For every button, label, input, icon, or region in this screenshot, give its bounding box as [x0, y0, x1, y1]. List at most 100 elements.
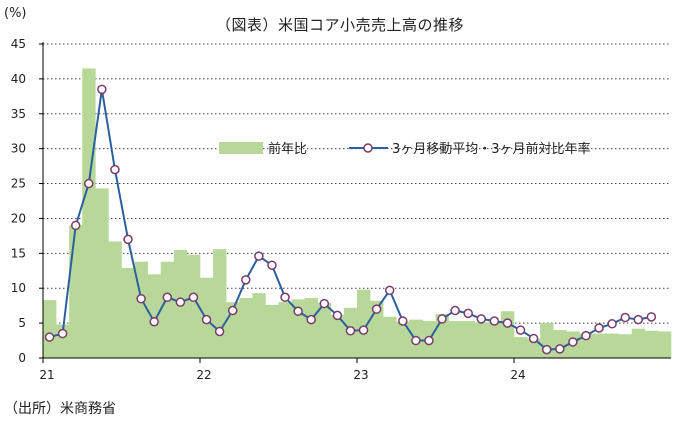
y-tick-label-35: 35 [11, 107, 26, 121]
line-point-2022-04 [241, 275, 251, 285]
line-point-2021-11 [175, 297, 186, 307]
bar-2024-10 [631, 328, 646, 358]
line-point-2023-09 [463, 308, 473, 319]
source-note: （出所）米商務省 [4, 401, 116, 417]
bar-2024-11 [644, 330, 659, 358]
bar-2021-10 [160, 261, 175, 358]
bar-2021-12 [186, 254, 201, 358]
tick-label-layer: 0 5 10 15 20 25 30 35 40 45 21 22 23 24 [11, 37, 526, 382]
bar-2024-08 [605, 333, 619, 358]
line-point-2023-02 [371, 304, 382, 314]
bar-2022-02 [213, 249, 227, 358]
line-point-2021-09 [149, 316, 159, 327]
line-point-2023-07 [437, 314, 447, 324]
bar-2021-05 [95, 188, 109, 358]
legend: 前年比 3ヶ月移動平均・3ヶ月前対比年率 [219, 141, 591, 157]
bar-2022-10 [317, 302, 332, 358]
line-point-2024-11 [646, 312, 657, 322]
line-point-2024-08 [607, 319, 617, 329]
x-tick-label-22: 22 [196, 368, 211, 382]
line-point-2021-06 [110, 164, 120, 175]
line-point-2022-05 [254, 251, 264, 261]
y-tick-label-20: 20 [11, 211, 26, 225]
bar-2023-12 [500, 311, 515, 358]
bar-layer [43, 68, 672, 358]
bar-2024-04 [553, 330, 567, 358]
line-point-2022-01 [201, 314, 212, 325]
line-point-2021-10 [162, 292, 173, 303]
bar-2024-07 [592, 333, 606, 358]
y-axis-unit-label: (%) [4, 6, 27, 21]
line-point-2023-05 [411, 335, 421, 346]
bar-2024-09 [618, 334, 633, 358]
line-point-2022-07 [280, 292, 290, 303]
x-tick-label-21: 21 [39, 368, 54, 382]
line-point-2021-04 [84, 178, 94, 189]
x-tick-label-24: 24 [510, 368, 525, 382]
y-tick-label-0: 0 [18, 351, 26, 365]
y-tick-label-25: 25 [11, 177, 26, 191]
line-point-2021-05 [97, 84, 107, 95]
legend-line-label: 3ヶ月移動平均・3ヶ月前対比年率 [392, 141, 591, 157]
legend-bar-label: 前年比 [268, 141, 307, 157]
line-layer [44, 84, 657, 355]
bar-2023-11 [487, 321, 502, 358]
line-point-2022-08 [293, 306, 303, 316]
line-point-2022-11 [332, 310, 343, 321]
line-point-2023-08 [450, 305, 460, 316]
line-point-2023-12 [502, 318, 513, 328]
bar-2023-01 [357, 289, 371, 358]
line-point-2022-10 [319, 298, 330, 309]
bar-2023-09 [461, 321, 476, 358]
bar-2023-04 [396, 321, 410, 358]
line-point-2024-06 [581, 330, 591, 341]
bar-2022-05 [252, 293, 266, 358]
line-point-2022-03 [227, 305, 238, 316]
line-point-2024-05 [568, 337, 578, 347]
line-point-2024-07 [594, 323, 604, 333]
bar-2022-06 [265, 304, 279, 358]
bar-2024-02 [527, 338, 541, 358]
line-point-2024-02 [528, 333, 539, 344]
line-point-2023-03 [384, 285, 395, 296]
line-point-2024-10 [633, 314, 644, 325]
bar-2024-01 [514, 337, 528, 358]
x-tick-label-23: 23 [353, 368, 368, 382]
bar-2024-12 [657, 331, 672, 358]
y-tick-label-5: 5 [18, 316, 26, 330]
legend-line-marker [363, 143, 373, 153]
line-point-2024-01 [515, 325, 526, 335]
y-tick-label-45: 45 [11, 37, 26, 51]
bar-2022-09 [304, 297, 319, 358]
line-point-2023-01 [358, 325, 369, 335]
y-tick-label-30: 30 [11, 142, 26, 156]
bar-2021-01 [43, 300, 57, 358]
line-point-2023-10 [476, 314, 487, 324]
bar-2021-06 [108, 241, 122, 358]
line-point-2021-03 [70, 220, 81, 231]
line-point-2022-12 [345, 326, 356, 336]
line-point-2022-09 [306, 314, 316, 325]
line-point-2021-02 [57, 328, 68, 339]
bar-2021-04 [82, 68, 96, 358]
line-point-2024-09 [620, 312, 630, 323]
chart-area: 0 5 10 15 20 25 30 35 40 45 21 22 23 24 前年比 3ヶ月移動平均・3… [11, 37, 672, 382]
bar-2021-07 [121, 267, 135, 358]
bar-2022-07 [278, 302, 292, 358]
axis-layer [39, 42, 671, 363]
bar-2021-03 [69, 225, 83, 358]
line-point-2022-06 [267, 260, 277, 270]
line-point-2023-04 [398, 316, 408, 326]
line-point-2021-07 [123, 234, 133, 245]
bar-2022-04 [239, 297, 253, 358]
line-point-2023-06 [424, 335, 434, 346]
bar-2023-08 [448, 321, 462, 358]
chart-title: （図表）米国コア小売売上高の推移 [215, 16, 464, 34]
line-point-2021-08 [136, 293, 146, 304]
y-tick-label-40: 40 [11, 72, 26, 86]
bar-2024-06 [579, 333, 593, 358]
legend-bar-swatch [219, 142, 263, 154]
line-point-2021-01 [44, 332, 55, 342]
bar-2022-11 [330, 314, 345, 358]
y-tick-label-10: 10 [11, 281, 26, 295]
